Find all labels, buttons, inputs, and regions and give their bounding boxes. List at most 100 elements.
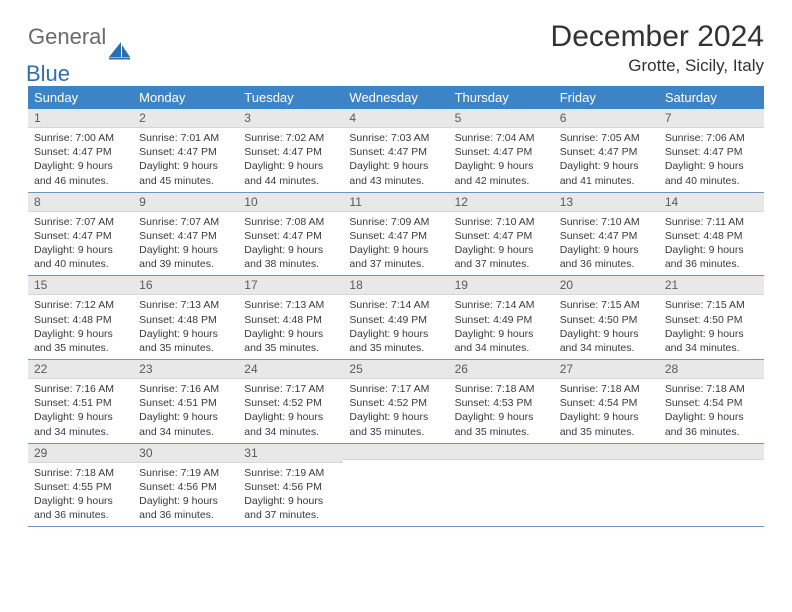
sunrise-text: Sunrise: 7:19 AM — [139, 466, 232, 480]
day-number: 15 — [28, 276, 133, 295]
calendar-table: Sunday Monday Tuesday Wednesday Thursday… — [28, 86, 764, 527]
day-details: Sunrise: 7:15 AMSunset: 4:50 PMDaylight:… — [659, 295, 764, 359]
calendar-cell: 14Sunrise: 7:11 AMSunset: 4:48 PMDayligh… — [659, 192, 764, 276]
day-details: Sunrise: 7:15 AMSunset: 4:50 PMDaylight:… — [554, 295, 659, 359]
calendar-cell: 31Sunrise: 7:19 AMSunset: 4:56 PMDayligh… — [238, 443, 343, 527]
sunrise-text: Sunrise: 7:18 AM — [560, 382, 653, 396]
calendar-cell: 10Sunrise: 7:08 AMSunset: 4:47 PMDayligh… — [238, 192, 343, 276]
sunset-text: Sunset: 4:50 PM — [560, 313, 653, 327]
day-number: 9 — [133, 193, 238, 212]
daylight-text: Daylight: 9 hours and 36 minutes. — [665, 243, 758, 271]
day-number: 16 — [133, 276, 238, 295]
calendar-cell — [554, 443, 659, 527]
day-number: 2 — [133, 109, 238, 128]
day-number: 7 — [659, 109, 764, 128]
daylight-text: Daylight: 9 hours and 42 minutes. — [455, 159, 548, 187]
calendar-cell: 26Sunrise: 7:18 AMSunset: 4:53 PMDayligh… — [449, 360, 554, 444]
day-number: 28 — [659, 360, 764, 379]
sunrise-text: Sunrise: 7:18 AM — [665, 382, 758, 396]
sunset-text: Sunset: 4:48 PM — [139, 313, 232, 327]
day-number: 10 — [238, 193, 343, 212]
day-number-empty — [343, 444, 448, 460]
sunset-text: Sunset: 4:47 PM — [665, 145, 758, 159]
sunset-text: Sunset: 4:54 PM — [665, 396, 758, 410]
sunrise-text: Sunrise: 7:17 AM — [244, 382, 337, 396]
day-details: Sunrise: 7:06 AMSunset: 4:47 PMDaylight:… — [659, 128, 764, 192]
sunset-text: Sunset: 4:47 PM — [455, 145, 548, 159]
day-details: Sunrise: 7:16 AMSunset: 4:51 PMDaylight:… — [133, 379, 238, 443]
daylight-text: Daylight: 9 hours and 35 minutes. — [560, 410, 653, 438]
daylight-text: Daylight: 9 hours and 37 minutes. — [455, 243, 548, 271]
sunset-text: Sunset: 4:47 PM — [139, 229, 232, 243]
day-details: Sunrise: 7:13 AMSunset: 4:48 PMDaylight:… — [238, 295, 343, 359]
daylight-text: Daylight: 9 hours and 40 minutes. — [34, 243, 127, 271]
sunrise-text: Sunrise: 7:10 AM — [560, 215, 653, 229]
daylight-text: Daylight: 9 hours and 34 minutes. — [139, 410, 232, 438]
sunrise-text: Sunrise: 7:15 AM — [560, 298, 653, 312]
calendar-cell: 23Sunrise: 7:16 AMSunset: 4:51 PMDayligh… — [133, 360, 238, 444]
day-details: Sunrise: 7:08 AMSunset: 4:47 PMDaylight:… — [238, 212, 343, 276]
day-number: 4 — [343, 109, 448, 128]
sunrise-text: Sunrise: 7:03 AM — [349, 131, 442, 145]
day-details: Sunrise: 7:12 AMSunset: 4:48 PMDaylight:… — [28, 295, 133, 359]
calendar-cell: 3Sunrise: 7:02 AMSunset: 4:47 PMDaylight… — [238, 109, 343, 192]
day-details-empty — [343, 460, 448, 510]
weekday-header-row: Sunday Monday Tuesday Wednesday Thursday… — [28, 86, 764, 109]
daylight-text: Daylight: 9 hours and 39 minutes. — [139, 243, 232, 271]
day-number: 5 — [449, 109, 554, 128]
day-details: Sunrise: 7:18 AMSunset: 4:54 PMDaylight:… — [659, 379, 764, 443]
calendar-cell — [449, 443, 554, 527]
sunset-text: Sunset: 4:52 PM — [349, 396, 442, 410]
sunset-text: Sunset: 4:55 PM — [34, 480, 127, 494]
calendar-cell: 22Sunrise: 7:16 AMSunset: 4:51 PMDayligh… — [28, 360, 133, 444]
daylight-text: Daylight: 9 hours and 35 minutes. — [139, 327, 232, 355]
day-number: 14 — [659, 193, 764, 212]
calendar-cell: 28Sunrise: 7:18 AMSunset: 4:54 PMDayligh… — [659, 360, 764, 444]
daylight-text: Daylight: 9 hours and 35 minutes. — [349, 410, 442, 438]
sunrise-text: Sunrise: 7:09 AM — [349, 215, 442, 229]
day-details: Sunrise: 7:11 AMSunset: 4:48 PMDaylight:… — [659, 212, 764, 276]
day-details: Sunrise: 7:07 AMSunset: 4:47 PMDaylight:… — [28, 212, 133, 276]
sunrise-text: Sunrise: 7:04 AM — [455, 131, 548, 145]
sunrise-text: Sunrise: 7:13 AM — [244, 298, 337, 312]
day-details: Sunrise: 7:18 AMSunset: 4:55 PMDaylight:… — [28, 463, 133, 527]
day-details: Sunrise: 7:13 AMSunset: 4:48 PMDaylight:… — [133, 295, 238, 359]
day-number: 6 — [554, 109, 659, 128]
day-details-empty — [659, 460, 764, 510]
day-number: 22 — [28, 360, 133, 379]
sunset-text: Sunset: 4:48 PM — [665, 229, 758, 243]
day-details-empty — [449, 460, 554, 510]
day-details: Sunrise: 7:14 AMSunset: 4:49 PMDaylight:… — [449, 295, 554, 359]
sunset-text: Sunset: 4:51 PM — [139, 396, 232, 410]
calendar-cell: 1Sunrise: 7:00 AMSunset: 4:47 PMDaylight… — [28, 109, 133, 192]
sunrise-text: Sunrise: 7:10 AM — [455, 215, 548, 229]
day-details: Sunrise: 7:02 AMSunset: 4:47 PMDaylight:… — [238, 128, 343, 192]
day-number: 3 — [238, 109, 343, 128]
day-number: 21 — [659, 276, 764, 295]
sunset-text: Sunset: 4:47 PM — [560, 229, 653, 243]
day-details: Sunrise: 7:04 AMSunset: 4:47 PMDaylight:… — [449, 128, 554, 192]
daylight-text: Daylight: 9 hours and 34 minutes. — [560, 327, 653, 355]
calendar-row: 22Sunrise: 7:16 AMSunset: 4:51 PMDayligh… — [28, 360, 764, 444]
daylight-text: Daylight: 9 hours and 35 minutes. — [455, 410, 548, 438]
calendar-cell: 12Sunrise: 7:10 AMSunset: 4:47 PMDayligh… — [449, 192, 554, 276]
day-number: 8 — [28, 193, 133, 212]
calendar-cell: 13Sunrise: 7:10 AMSunset: 4:47 PMDayligh… — [554, 192, 659, 276]
calendar-cell: 15Sunrise: 7:12 AMSunset: 4:48 PMDayligh… — [28, 276, 133, 360]
day-details: Sunrise: 7:09 AMSunset: 4:47 PMDaylight:… — [343, 212, 448, 276]
weekday-header: Monday — [133, 86, 238, 109]
day-details: Sunrise: 7:07 AMSunset: 4:47 PMDaylight:… — [133, 212, 238, 276]
sunrise-text: Sunrise: 7:00 AM — [34, 131, 127, 145]
calendar-cell: 18Sunrise: 7:14 AMSunset: 4:49 PMDayligh… — [343, 276, 448, 360]
calendar-cell: 8Sunrise: 7:07 AMSunset: 4:47 PMDaylight… — [28, 192, 133, 276]
day-number: 29 — [28, 444, 133, 463]
sunset-text: Sunset: 4:47 PM — [34, 145, 127, 159]
sunset-text: Sunset: 4:50 PM — [665, 313, 758, 327]
day-number: 31 — [238, 444, 343, 463]
weekday-header: Thursday — [449, 86, 554, 109]
calendar-cell: 4Sunrise: 7:03 AMSunset: 4:47 PMDaylight… — [343, 109, 448, 192]
calendar-cell: 16Sunrise: 7:13 AMSunset: 4:48 PMDayligh… — [133, 276, 238, 360]
sunrise-text: Sunrise: 7:02 AM — [244, 131, 337, 145]
calendar-cell: 6Sunrise: 7:05 AMSunset: 4:47 PMDaylight… — [554, 109, 659, 192]
daylight-text: Daylight: 9 hours and 37 minutes. — [349, 243, 442, 271]
